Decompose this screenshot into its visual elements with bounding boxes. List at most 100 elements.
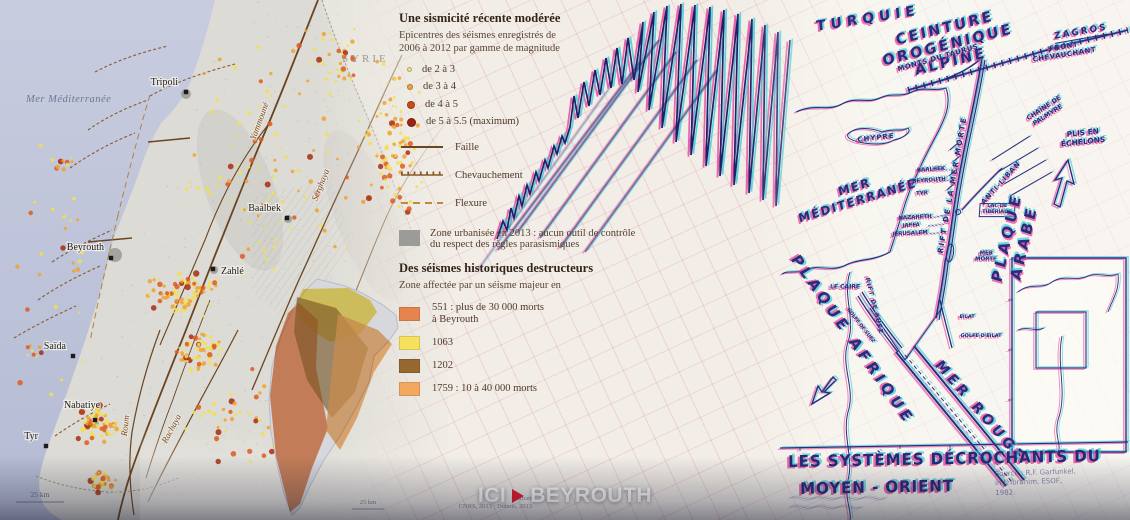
epicenter-dot bbox=[63, 226, 67, 231]
epicenter-dot bbox=[157, 277, 160, 280]
epicenter-dot bbox=[195, 347, 199, 351]
epicenter-dot bbox=[215, 341, 218, 345]
epicenter-dot bbox=[177, 290, 181, 294]
epicenter-dot bbox=[280, 199, 284, 204]
epicenter-dot bbox=[264, 181, 271, 188]
epicenter-dot bbox=[253, 126, 258, 131]
epicenter-dot bbox=[78, 411, 82, 415]
epicenter-dot bbox=[228, 398, 235, 405]
epicenter-dot bbox=[158, 291, 163, 296]
epicenter-dot bbox=[91, 434, 96, 439]
epicenter-dot bbox=[207, 360, 211, 364]
epicenter-dot bbox=[312, 149, 316, 152]
sketch-label-golfe-d-eilat: GOLFE D'EILAT bbox=[960, 333, 1002, 340]
legend-historic-subtitle: Zone affectée par un séisme majeur en bbox=[399, 280, 561, 291]
epicenter-dot bbox=[298, 92, 301, 96]
epicenter-dot bbox=[217, 175, 222, 180]
epicenter-dot bbox=[188, 299, 193, 304]
epicenter-dot bbox=[196, 355, 201, 360]
epicenter-dot bbox=[182, 349, 185, 352]
epicenter-dot bbox=[201, 340, 204, 344]
epicenter-dot bbox=[233, 413, 237, 416]
epicenter-dot bbox=[271, 175, 275, 179]
flexure-lines bbox=[89, 94, 151, 343]
epicenter-dot bbox=[99, 434, 104, 438]
epicenter-dot bbox=[209, 305, 213, 308]
epicenter-dot bbox=[237, 121, 242, 126]
epicenter-dot bbox=[39, 251, 44, 256]
epicenter-dot bbox=[306, 79, 310, 83]
epicenter-dot bbox=[210, 342, 214, 346]
epicenter-dot bbox=[96, 419, 100, 422]
epicenter-dot bbox=[326, 149, 330, 153]
epicenter-dot bbox=[194, 280, 198, 284]
epicenter-dot bbox=[78, 408, 86, 415]
fault-label: Yammouné bbox=[248, 100, 271, 141]
epicenter-dot bbox=[269, 407, 275, 412]
epicenter-dot bbox=[78, 311, 81, 314]
epicenter-dot bbox=[147, 292, 151, 296]
epicenter-dot bbox=[292, 215, 297, 220]
magnitude-legend-item: de 3 à 4 bbox=[399, 81, 637, 94]
epicenter-dot bbox=[30, 349, 34, 353]
epicenter-dot bbox=[208, 354, 212, 359]
epicenter-dot bbox=[262, 384, 267, 389]
epicenter-dot bbox=[85, 422, 89, 426]
fault-label: Rachaya bbox=[159, 412, 183, 446]
epicenter-dot bbox=[212, 412, 217, 416]
epicenter-dot bbox=[191, 294, 196, 299]
epicenter-dot bbox=[246, 110, 251, 115]
epicenter-dot bbox=[195, 305, 199, 308]
city-marker bbox=[183, 89, 189, 95]
epicenter-dot bbox=[258, 240, 261, 243]
epicenter-dot bbox=[256, 45, 261, 50]
epicenter-dot bbox=[212, 401, 216, 406]
epicenter-dot bbox=[305, 447, 310, 451]
sketch-label-le-caire: LE CAIRE bbox=[829, 283, 861, 291]
epicenter-dot bbox=[17, 380, 23, 386]
epicenter-dot bbox=[250, 367, 255, 372]
epicenter-dot bbox=[60, 245, 66, 251]
epicenter-dot bbox=[164, 296, 168, 300]
epicenter-dot bbox=[183, 300, 188, 305]
epicenter-dot bbox=[161, 296, 165, 300]
epicenter-dot bbox=[263, 204, 268, 209]
epicenter-dot bbox=[296, 42, 302, 49]
epicenter-dot bbox=[240, 207, 243, 211]
epicenter-dot bbox=[247, 448, 253, 454]
epicenter-dot bbox=[254, 416, 259, 420]
historic-zone-label: 1202 bbox=[432, 359, 453, 371]
epicenter-dot bbox=[264, 227, 268, 230]
fault-type-label: Flexure bbox=[455, 197, 488, 209]
epicenter-dot bbox=[104, 426, 107, 430]
epicenter-dot bbox=[201, 341, 205, 345]
city-label: Saïda bbox=[44, 341, 67, 352]
epicenter-dot bbox=[225, 182, 230, 187]
epicenter-dot bbox=[302, 382, 309, 389]
epicenter-dot bbox=[217, 57, 222, 62]
epicenter-dot bbox=[25, 307, 30, 312]
epicenter-dot bbox=[327, 52, 331, 57]
epicenter-dot bbox=[49, 392, 54, 397]
epicenter-dot bbox=[224, 429, 227, 433]
epicenter-dot bbox=[200, 332, 204, 336]
epicenter-dot bbox=[150, 305, 157, 311]
epicenter-dot bbox=[174, 350, 179, 354]
epicenter-dot bbox=[201, 361, 207, 366]
epicenter-dot bbox=[93, 423, 97, 427]
bottom-vignette bbox=[0, 456, 1130, 520]
epicenter-dot bbox=[63, 215, 67, 218]
epicenter-dot bbox=[90, 413, 95, 418]
epicenter-dot bbox=[179, 280, 185, 286]
historic-zone-swatch bbox=[399, 358, 420, 373]
epicenter-dot bbox=[187, 341, 192, 346]
epicenter-dot bbox=[321, 59, 324, 62]
epicenter-dot bbox=[280, 403, 287, 410]
epicenter-dot bbox=[87, 422, 93, 428]
epicenter-dot bbox=[160, 292, 164, 296]
epicenter-dot bbox=[181, 281, 184, 285]
epicenter-dot bbox=[102, 428, 107, 433]
epicenter-dot bbox=[73, 405, 78, 410]
epicenter-dot bbox=[215, 278, 219, 282]
city-marker bbox=[70, 353, 76, 359]
